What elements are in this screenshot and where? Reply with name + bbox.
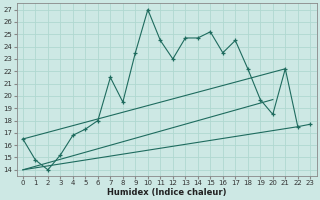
X-axis label: Humidex (Indice chaleur): Humidex (Indice chaleur) bbox=[107, 188, 226, 197]
